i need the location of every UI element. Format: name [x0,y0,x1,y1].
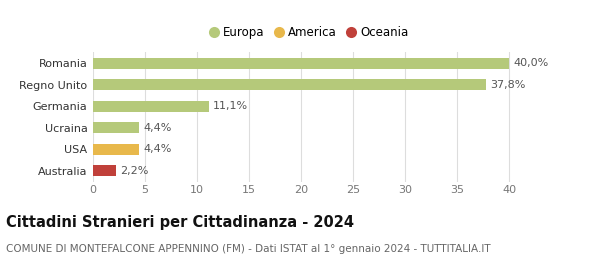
Bar [93,122,139,133]
Text: COMUNE DI MONTEFALCONE APPENNINO (FM) - Dati ISTAT al 1° gennaio 2024 - TUTTITAL: COMUNE DI MONTEFALCONE APPENNINO (FM) - … [6,244,491,254]
Text: Cittadini Stranieri per Cittadinanza - 2024: Cittadini Stranieri per Cittadinanza - 2… [6,214,354,230]
Text: 11,1%: 11,1% [213,101,248,111]
Legend: Europa, America, Oceania: Europa, America, Oceania [205,22,413,44]
Text: 37,8%: 37,8% [491,80,526,90]
Text: 2,2%: 2,2% [120,166,148,176]
Text: 40,0%: 40,0% [514,58,549,68]
Bar [93,58,509,69]
Text: 4,4%: 4,4% [143,123,172,133]
Bar [93,101,209,112]
Bar [93,144,139,155]
Text: 4,4%: 4,4% [143,144,172,154]
Bar [93,79,487,90]
Bar [93,165,116,176]
